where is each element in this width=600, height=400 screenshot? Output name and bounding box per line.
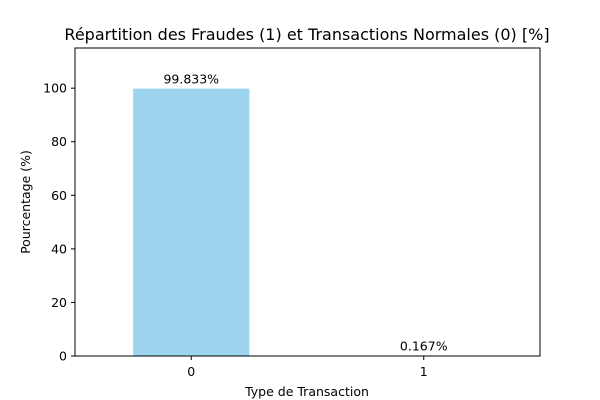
- value-label-1: 0.167%: [400, 339, 448, 354]
- y-tick-label-80: 80: [51, 134, 67, 149]
- bar-0: [133, 88, 250, 356]
- y-tick-label-60: 60: [51, 188, 67, 203]
- y-tick-label-40: 40: [51, 241, 67, 256]
- y-axis-label: Pourcentage (%): [18, 150, 33, 254]
- bars-group: [133, 88, 482, 356]
- y-tick-label-0: 0: [59, 349, 67, 364]
- y-tick-label-100: 100: [43, 81, 67, 96]
- plot-area-frame: [74, 47, 541, 357]
- x-tick-label-1: 1: [420, 364, 428, 379]
- y-tick-label-20: 20: [51, 295, 67, 310]
- value-label-0: 99.833%: [163, 72, 219, 87]
- y-axis: 0 20 40 60 80 100: [43, 81, 75, 364]
- x-axis-label: Type de Transaction: [244, 384, 369, 399]
- x-tick-label-0: 0: [187, 364, 195, 379]
- value-labels-group: 99.833% 0.167%: [163, 72, 447, 354]
- chart-title: Répartition des Fraudes (1) et Transacti…: [64, 25, 549, 44]
